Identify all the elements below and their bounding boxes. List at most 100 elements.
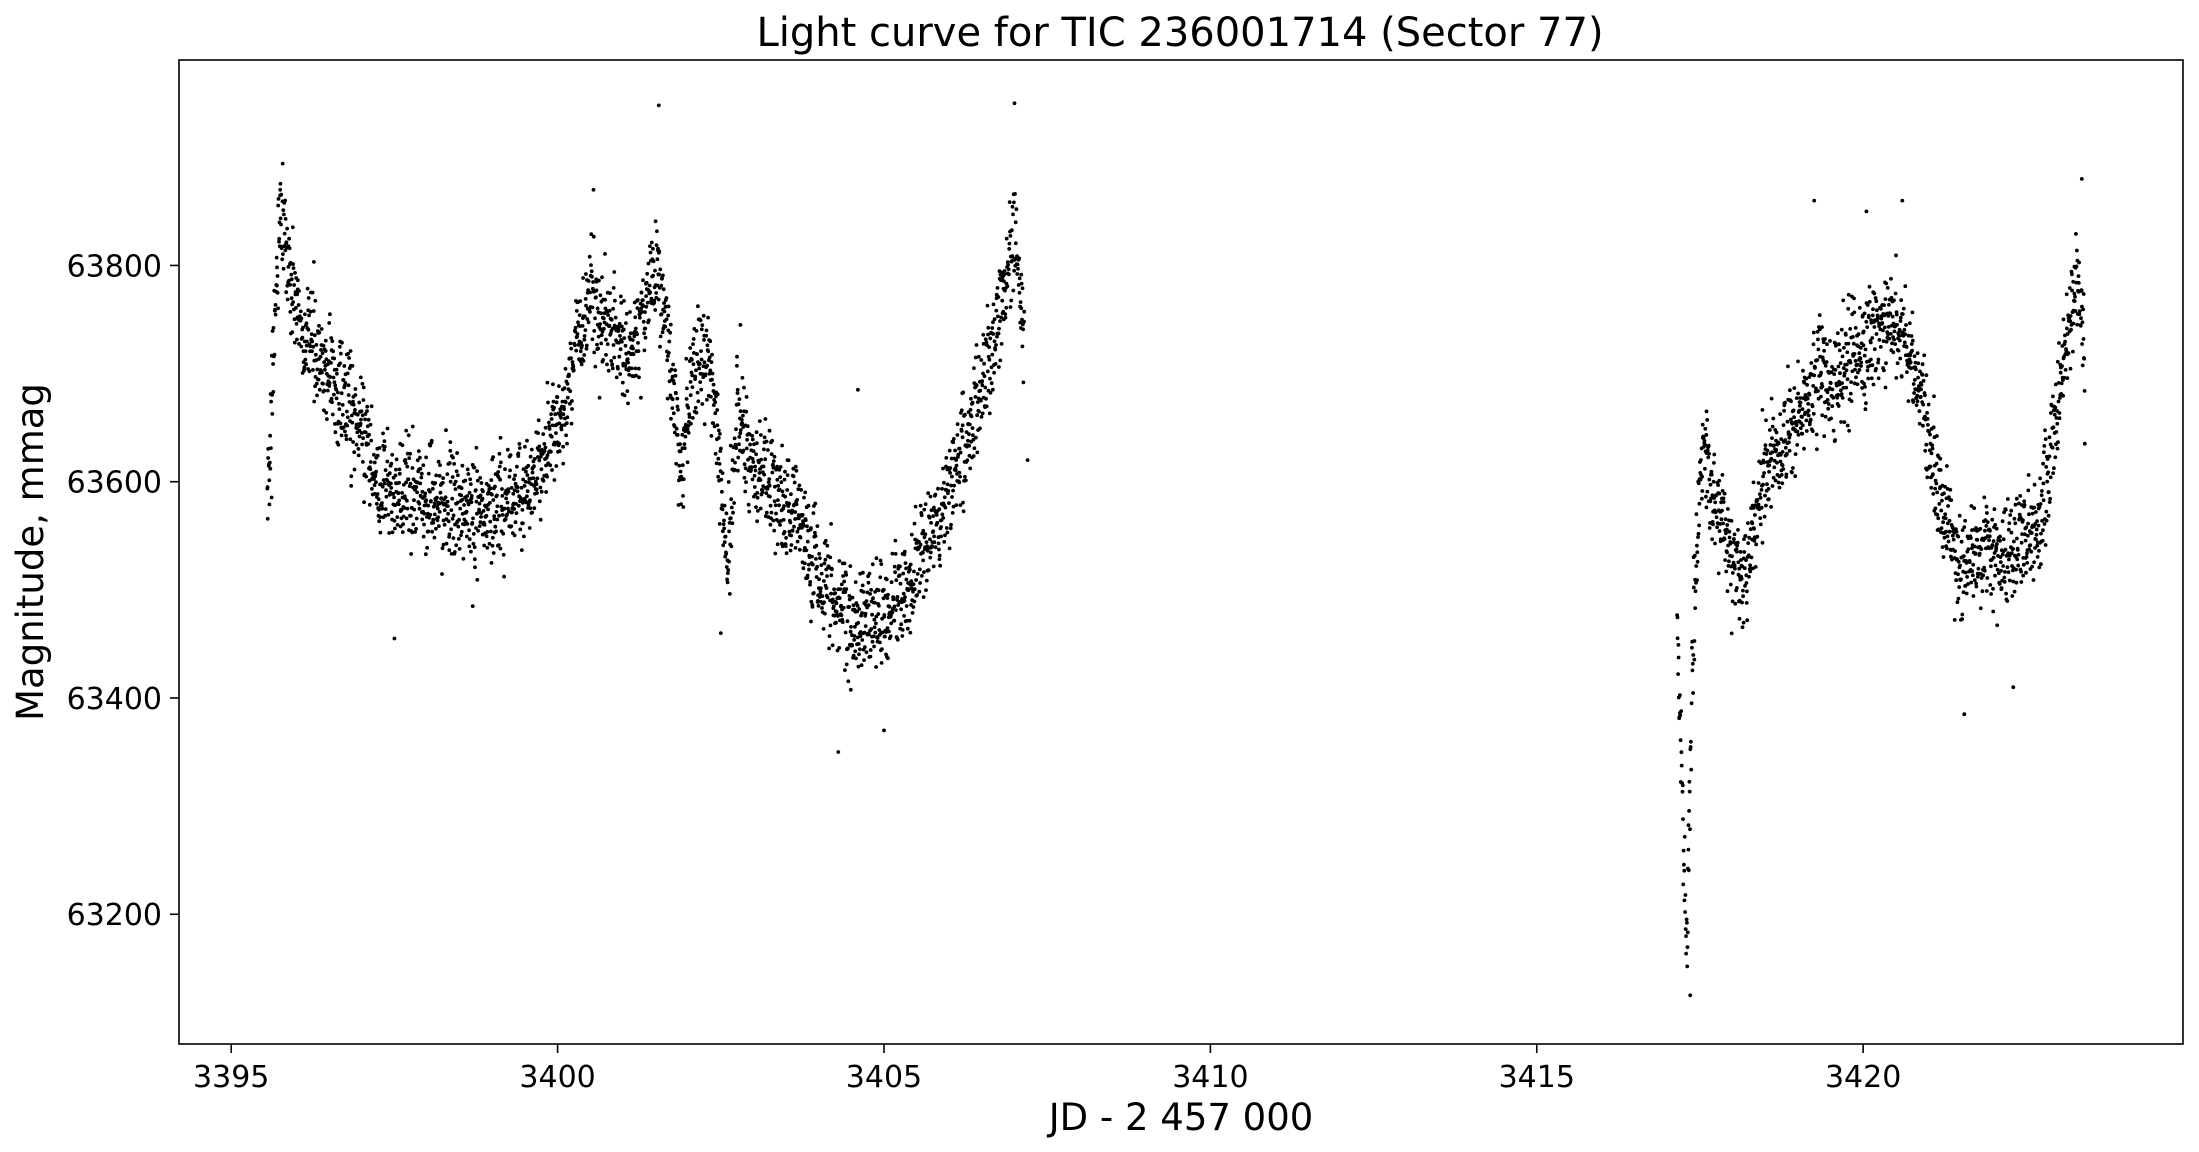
data-point (1900, 198, 1905, 203)
data-point (798, 535, 803, 540)
data-point (471, 541, 476, 546)
data-point (2052, 466, 2056, 471)
data-point (702, 360, 707, 365)
data-point (2000, 552, 2005, 557)
data-point (928, 494, 933, 499)
data-point (400, 530, 405, 534)
data-point (752, 473, 757, 478)
data-point (2020, 532, 2024, 536)
data-point (2006, 527, 2011, 532)
data-point (864, 599, 869, 603)
data-point (721, 543, 726, 548)
data-point (489, 561, 494, 565)
data-point (772, 528, 777, 533)
data-point (1732, 537, 1736, 541)
data-point (1691, 585, 1696, 590)
data-point (1915, 351, 1920, 356)
data-point (1694, 564, 1699, 568)
data-point (1908, 353, 1913, 358)
data-point (2046, 470, 2051, 475)
data-point (267, 460, 272, 465)
data-point (974, 343, 979, 347)
data-point (587, 254, 592, 259)
data-point (342, 364, 347, 368)
data-point (1744, 558, 1748, 562)
data-point (641, 304, 646, 308)
data-point (900, 634, 905, 638)
data-point (1991, 555, 1996, 560)
x-tick-label: 3400 (519, 1060, 595, 1095)
data-point (954, 463, 959, 468)
data-point (1943, 512, 1948, 517)
data-point (1909, 366, 1913, 371)
data-point (1002, 269, 1007, 273)
data-point (278, 181, 283, 186)
data-point (1974, 526, 1978, 530)
data-point (1795, 429, 1800, 434)
data-point (819, 563, 824, 567)
data-point (549, 449, 553, 454)
data-point (1787, 448, 1792, 453)
data-point (767, 428, 772, 433)
data-point (718, 432, 722, 436)
data-point (373, 472, 378, 477)
data-point (758, 478, 763, 482)
data-point (1804, 429, 1809, 433)
data-point (322, 360, 327, 365)
data-point (868, 648, 873, 652)
data-point (881, 596, 886, 601)
data-point (465, 494, 470, 498)
data-point (1937, 502, 1942, 506)
data-point (1698, 477, 1703, 482)
data-point (1018, 320, 1023, 325)
data-point (979, 398, 983, 403)
data-point (1873, 296, 1878, 300)
data-point (365, 409, 369, 413)
data-point (1821, 340, 1826, 345)
data-point (500, 487, 504, 491)
data-point (784, 536, 788, 540)
data-point (365, 404, 370, 409)
data-point (909, 532, 914, 537)
data-point (635, 332, 639, 337)
data-point (738, 431, 743, 436)
data-point (691, 337, 696, 341)
data-point (1025, 458, 1030, 462)
data-point (1678, 713, 1683, 717)
data-point (488, 519, 493, 524)
data-point (770, 470, 775, 475)
data-point (1785, 419, 1790, 424)
data-point (975, 413, 979, 418)
data-point (594, 288, 599, 293)
data-point (472, 557, 477, 562)
data-point (892, 618, 897, 623)
data-point (294, 306, 298, 310)
data-point (2082, 389, 2087, 393)
data-point (622, 336, 627, 340)
data-point (633, 326, 638, 331)
data-point (1678, 738, 1683, 743)
data-point (1742, 566, 1747, 571)
data-point (382, 447, 386, 452)
data-point (477, 501, 482, 506)
data-point (642, 331, 646, 336)
data-point (1978, 526, 1983, 531)
data-point (2064, 292, 2069, 297)
data-point (1898, 329, 1902, 333)
data-point (1749, 555, 1754, 560)
data-point (1780, 450, 1785, 454)
data-point (1920, 362, 1925, 367)
data-point (2058, 370, 2063, 375)
data-point (276, 197, 281, 201)
data-point (737, 435, 742, 439)
data-point (355, 412, 360, 417)
data-point (386, 512, 391, 517)
data-point (356, 453, 361, 458)
data-point (820, 606, 824, 610)
data-point (282, 231, 287, 236)
data-point (541, 478, 546, 483)
data-point (2056, 399, 2061, 404)
data-point (1735, 540, 1740, 545)
data-point (313, 375, 318, 379)
data-point (951, 437, 956, 441)
